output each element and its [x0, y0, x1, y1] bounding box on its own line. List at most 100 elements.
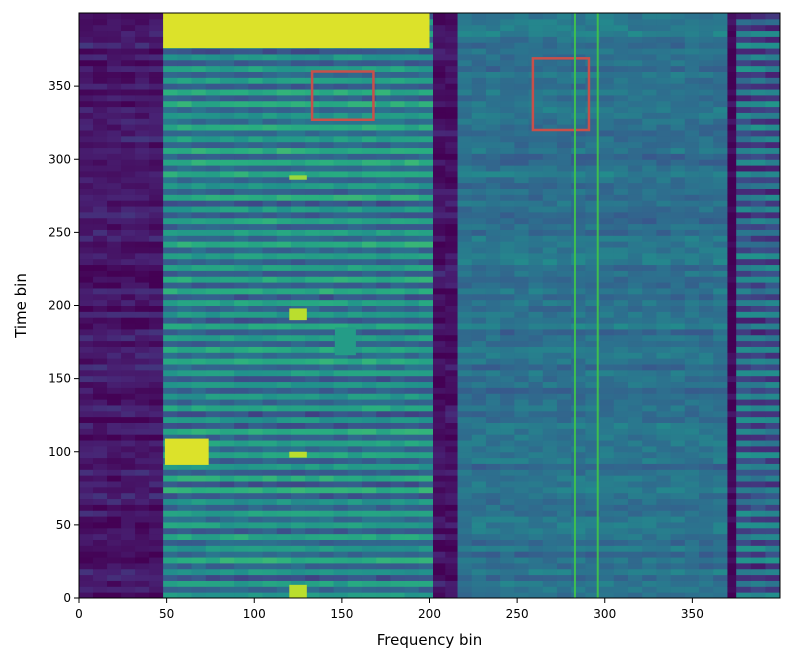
heatmap-cell [528, 100, 544, 108]
heatmap-cell [79, 527, 94, 535]
heatmap-cell [627, 176, 643, 184]
heatmap-cell [191, 481, 207, 488]
heatmap-cell [177, 562, 193, 570]
heatmap-cell [713, 71, 728, 78]
heatmap-cell [305, 346, 320, 353]
heatmap-cell [471, 305, 487, 312]
heatmap-cell [713, 586, 728, 593]
heatmap-cell [248, 457, 264, 464]
heatmap-cell [765, 258, 780, 266]
heatmap-cell [219, 276, 235, 283]
heatmap-cell [121, 247, 136, 254]
heatmap-cell [670, 130, 686, 137]
heatmap-cell [713, 182, 728, 189]
heatmap-cell [599, 551, 615, 558]
heatmap-cell [404, 422, 420, 429]
heatmap-cell [177, 276, 193, 283]
heatmap-cell [376, 375, 391, 383]
heatmap-cell [750, 422, 766, 429]
heatmap-cell [642, 71, 657, 78]
heatmap-cell [727, 71, 737, 78]
heatmap-cell [93, 568, 108, 576]
heatmap-cell [471, 364, 487, 371]
heatmap-cell [290, 89, 306, 96]
heatmap-cell [319, 463, 335, 470]
heatmap-cell [445, 130, 459, 137]
heatmap-cell [163, 241, 178, 248]
heatmap-cell [471, 100, 487, 108]
heatmap-cell [627, 159, 643, 166]
heatmap-cell [163, 287, 178, 295]
heatmap-cell [305, 551, 320, 558]
heatmap-cell [433, 170, 446, 178]
heatmap-cell [556, 504, 572, 511]
heatmap-cell [135, 59, 150, 67]
heatmap-cell [121, 358, 136, 365]
heatmap-cell [290, 106, 306, 113]
heatmap-cell [642, 498, 657, 505]
heatmap-cell [684, 217, 700, 225]
heatmap-cell [514, 498, 530, 505]
heatmap-cell [404, 48, 420, 55]
heatmap-cell [135, 264, 150, 271]
heatmap-cell [571, 258, 586, 266]
heatmap-cell [248, 247, 264, 254]
heatmap-cell [79, 53, 94, 61]
heatmap-cell [361, 568, 377, 576]
heatmap-cell [684, 24, 700, 32]
heatmap-cell [404, 159, 420, 166]
heatmap-cell [750, 340, 766, 347]
heatmap-cell [713, 469, 728, 476]
heatmap-cell [177, 498, 193, 505]
heatmap-cell [627, 194, 643, 201]
heatmap-cell [627, 364, 643, 371]
heatmap-cell [361, 592, 377, 598]
heatmap-cell [135, 130, 150, 137]
heatmap-cell [599, 305, 615, 312]
heatmap-cell [433, 311, 446, 318]
heatmap-cell [305, 592, 320, 598]
heatmap-cell [305, 545, 320, 552]
heatmap-cell [361, 463, 377, 470]
heatmap-cell [347, 118, 363, 125]
heatmap-cell [485, 574, 501, 581]
heatmap-cell [361, 492, 377, 500]
heatmap-cell [471, 48, 487, 55]
heatmap-cell [234, 440, 249, 447]
heatmap-cell [305, 481, 320, 488]
heatmap-cell [276, 77, 292, 84]
heatmap-cell [485, 404, 501, 412]
heatmap-cell [219, 416, 235, 423]
heatmap-cell [514, 445, 530, 453]
heatmap-cell [571, 586, 586, 593]
heatmap-cell [234, 53, 249, 61]
heatmap-cell [571, 422, 586, 429]
heatmap-cell [149, 387, 164, 394]
heatmap-cell [556, 451, 572, 459]
heatmap-cell [542, 346, 558, 353]
heatmap-cell [262, 475, 278, 482]
heatmap-cell [107, 486, 122, 494]
heatmap-cell [656, 223, 672, 230]
heatmap-cell [750, 404, 766, 412]
heatmap-cell [404, 89, 420, 96]
heatmap-cell [319, 188, 335, 195]
heatmap-cell [319, 451, 335, 459]
heatmap-cell [376, 77, 391, 84]
heatmap-cell [234, 557, 249, 564]
heatmap-cell [418, 194, 434, 201]
heatmap-cell [471, 440, 487, 447]
heatmap-cell [79, 328, 94, 336]
heatmap-cell [736, 206, 752, 213]
heatmap-cell [556, 545, 572, 552]
heatmap-cell [485, 317, 501, 324]
heatmap-cell [79, 299, 94, 306]
heatmap-cell [736, 287, 752, 295]
heatmap-cell [670, 77, 686, 84]
heatmap-cell [121, 486, 136, 494]
heatmap-cell [642, 206, 657, 213]
heatmap-cell [699, 469, 714, 476]
heatmap-cell [390, 387, 406, 394]
heatmap-cell [457, 112, 473, 119]
heatmap-cell [556, 305, 572, 312]
